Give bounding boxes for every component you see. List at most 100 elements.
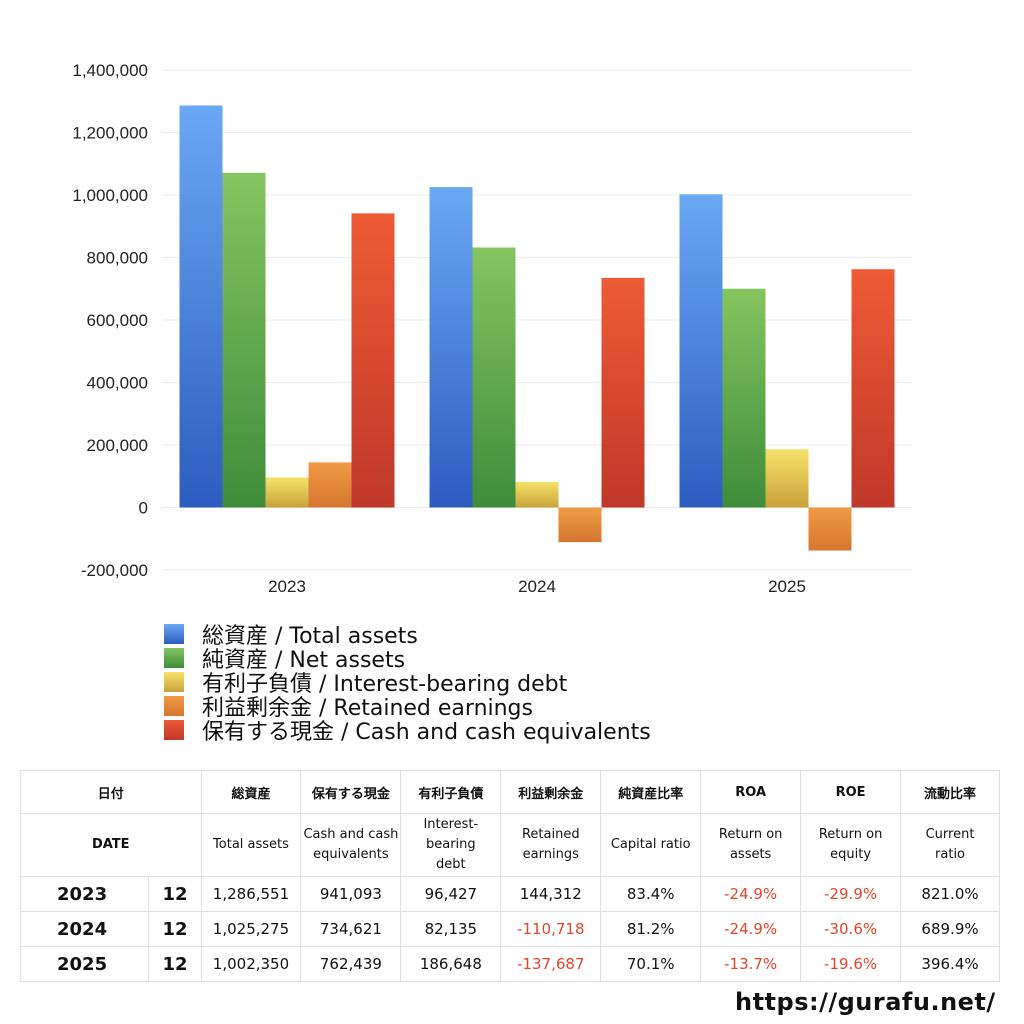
cell-current-ratio: 689.9%	[900, 911, 1000, 947]
x-category-label: 2024	[518, 577, 556, 596]
y-tick-label: 800,000	[87, 249, 148, 268]
bar-2023-s0	[179, 105, 223, 508]
cell-current-ratio: 821.0%	[900, 876, 1000, 912]
grid-lines	[162, 69, 912, 571]
bar-2024-s0	[429, 187, 473, 508]
header-line: assets	[729, 847, 772, 862]
table-row: 2025 12 1,002,350 762,439 186,648 -137,6…	[19, 946, 1000, 982]
cell-retained: 144,312	[500, 876, 602, 912]
legend-item-total-assets: 総資産 / Total assets	[164, 622, 651, 649]
cell-cash: 734,621	[300, 911, 402, 947]
cell-year: 2023	[19, 876, 150, 912]
cell-retained: -110,718	[500, 911, 602, 947]
header-current-ratio-ja: 流動比率	[900, 770, 1000, 814]
header-line: ratio	[935, 847, 966, 862]
bar-2025-s4	[851, 269, 895, 508]
legend-label: 利益剰余金 / Retained earnings	[202, 696, 533, 721]
header-line: equivalents	[313, 847, 389, 862]
header-capital-ratio-en: Capital ratio	[600, 813, 702, 877]
header-roa-en: Return on assets	[700, 813, 802, 877]
site-url: https://gurafu.net/	[735, 988, 996, 1016]
header-date-en: DATE	[20, 813, 202, 877]
header-line: Return on	[718, 827, 783, 842]
header-current-ratio-en: Current ratio	[900, 813, 1000, 877]
bar-2023-s1	[222, 172, 266, 508]
header-line: earnings	[522, 847, 579, 862]
y-tick-label: 400,000	[87, 374, 148, 393]
cell-total-assets: 1,286,551	[200, 876, 302, 912]
legend-swatch	[164, 672, 184, 692]
legend-swatch	[164, 624, 184, 644]
legend-item-interest-bearing-debt: 有利子負債 / Interest-bearing debt	[164, 670, 651, 697]
y-tick-label: 0	[139, 499, 148, 518]
table-header-en: DATE Total assets Cash and cash equivalen…	[20, 813, 1000, 877]
header-cash-en: Cash and cash equivalents	[300, 813, 402, 877]
legend-label: 有利子負債 / Interest-bearing debt	[202, 672, 568, 697]
header-cash-ja: 保有する現金	[300, 770, 402, 814]
cell-total-assets: 1,002,350	[200, 946, 302, 982]
bar-2023-s4	[351, 213, 395, 508]
header-line: debt	[436, 857, 466, 872]
bar-2023-s2	[265, 477, 309, 508]
x-category-label: 2025	[768, 577, 806, 596]
y-tick-label: -200,000	[81, 561, 148, 580]
bar-2025-s2	[765, 449, 809, 508]
bar-2024-s4	[601, 277, 645, 508]
legend-label: 保有する現金 / Cash and cash equivalents	[202, 720, 651, 745]
x-axis-categories: 2023 2024 2025	[268, 577, 806, 596]
cell-debt: 82,135	[400, 911, 502, 947]
bar-2024-s2	[515, 481, 559, 508]
header-line: Cash and cash	[303, 827, 399, 842]
y-tick-label: 200,000	[87, 436, 148, 455]
cell-cash: 762,439	[300, 946, 402, 982]
header-date-ja: 日付	[20, 770, 202, 814]
y-tick-label: 600,000	[87, 311, 148, 330]
legend-item-cash: 保有する現金 / Cash and cash equivalents	[164, 718, 651, 745]
cell-capital-ratio: 81.2%	[600, 911, 702, 947]
header-total-assets-ja: 総資産	[200, 770, 302, 814]
legend-label: 総資産 / Total assets	[202, 624, 418, 649]
cell-roe: -29.9%	[800, 876, 902, 912]
cell-total-assets: 1,025,275	[200, 911, 302, 947]
bar-2025-s0	[679, 194, 723, 508]
cell-year: 2025	[19, 946, 150, 982]
x-category-label: 2023	[268, 577, 306, 596]
bar-2025-s1	[722, 288, 766, 508]
bar-2023-s3	[308, 462, 352, 508]
y-tick-label: 1,000,000	[72, 186, 148, 205]
cell-month: 12	[148, 876, 202, 912]
legend-swatch	[164, 648, 184, 668]
legend-swatch	[164, 720, 184, 740]
cell-roe: -30.6%	[800, 911, 902, 947]
header-roa-ja: ROA	[700, 770, 802, 814]
y-tick-label: 1,200,000	[72, 124, 148, 143]
cell-retained: -137,687	[500, 946, 602, 982]
bars	[179, 105, 895, 551]
cell-capital-ratio: 70.1%	[600, 946, 702, 982]
header-roe-ja: ROE	[800, 770, 902, 814]
cell-debt: 186,648	[400, 946, 502, 982]
header-debt-ja: 有利子負債	[400, 770, 502, 814]
header-line: Interest-	[423, 817, 479, 832]
cell-month: 12	[148, 911, 202, 947]
table-row: 2024 12 1,025,275 734,621 82,135 -110,71…	[19, 911, 1000, 947]
bar-chart: 1,400,000 1,200,000 1,000,000 800,000 600,00…	[72, 61, 912, 596]
header-retained-ja: 利益剰余金	[500, 770, 602, 814]
legend-label: 純資産 / Net assets	[202, 648, 406, 673]
legend-swatch	[164, 696, 184, 716]
legend-item-net-assets: 純資産 / Net assets	[164, 646, 651, 673]
cell-roa: -24.9%	[700, 876, 802, 912]
cell-year: 2024	[19, 911, 150, 947]
cell-capital-ratio: 83.4%	[600, 876, 702, 912]
cell-current-ratio: 396.4%	[900, 946, 1000, 982]
legend-item-retained-earnings: 利益剰余金 / Retained earnings	[164, 694, 651, 721]
header-line: equity	[830, 847, 872, 862]
cell-roa: -24.9%	[700, 911, 802, 947]
header-line: Retained	[521, 827, 580, 842]
cell-month: 12	[148, 946, 202, 982]
header-capital-ratio-ja: 純資産比率	[600, 770, 702, 814]
y-tick-label: 1,400,000	[72, 61, 148, 80]
header-line: Current	[925, 827, 975, 842]
header-debt-en: Interest-bearing debt	[400, 813, 502, 877]
header-retained-en: Retained earnings	[500, 813, 602, 877]
